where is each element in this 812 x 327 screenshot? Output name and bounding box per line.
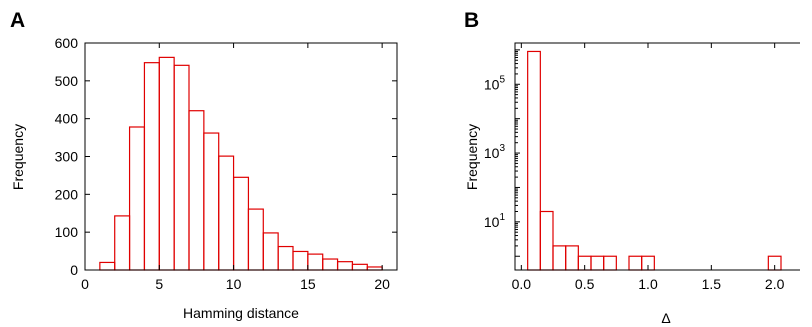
plot-frame — [84, 42, 398, 271]
bar — [173, 64, 190, 271]
bar — [143, 62, 160, 271]
x-tick-label: 1.5 — [702, 276, 722, 292]
x-tick-label: 0.0 — [512, 276, 532, 292]
bar — [336, 261, 354, 271]
plot-frame — [514, 42, 800, 271]
y-tick-label: 103 — [484, 143, 506, 161]
y-tick-label: 200 — [55, 186, 79, 202]
bar — [128, 126, 146, 271]
bar — [277, 245, 294, 271]
panel-label-b: B — [464, 9, 479, 32]
y-tick-label: 0 — [70, 262, 78, 278]
y-tick-label: 101 — [484, 212, 506, 230]
y-axis-label-b: Frequency — [464, 124, 480, 190]
histogram-delta-log: 0.0 0.5 1.0 1.5 2.0 101 103 105 — [484, 42, 800, 292]
bar — [99, 261, 116, 271]
bar — [232, 176, 250, 271]
bar — [188, 110, 205, 271]
y-tick-label: 300 — [55, 149, 79, 165]
bar — [351, 263, 368, 271]
bar — [603, 255, 617, 271]
bar — [262, 232, 279, 271]
y-tick-label: 400 — [55, 111, 79, 127]
x-tick-label: 1.0 — [638, 276, 658, 292]
bar — [539, 210, 554, 271]
x-tick-label: 20 — [374, 276, 390, 292]
x-tick-label: 10 — [226, 276, 242, 292]
bar — [218, 155, 235, 271]
y-tick-label: 105 — [484, 74, 506, 92]
y-axis-label-a: Frequency — [10, 124, 26, 190]
bar — [322, 258, 339, 271]
bar — [552, 245, 567, 271]
bar — [158, 56, 175, 271]
y-tick-label: 100 — [55, 224, 79, 240]
panel-label-a: A — [10, 9, 25, 32]
y-tick-label: 600 — [55, 35, 79, 51]
bar — [628, 255, 643, 271]
x-axis-label-b: Δ — [661, 310, 670, 326]
x-tick-label: 0 — [81, 276, 89, 292]
x-tick-label: 15 — [300, 276, 316, 292]
bar — [114, 215, 131, 271]
bar — [307, 253, 324, 271]
bar — [565, 245, 579, 271]
y-tick-label: 500 — [55, 73, 79, 89]
x-tick-label: 5 — [155, 276, 163, 292]
x-tick-label: 0.5 — [575, 276, 595, 292]
bar — [292, 250, 309, 271]
bar — [247, 208, 264, 271]
bar — [203, 132, 220, 271]
bar — [590, 255, 605, 271]
x-tick-label: 2.0 — [765, 276, 785, 292]
bar — [527, 50, 541, 271]
x-axis-label-a: Hamming distance — [183, 305, 299, 321]
